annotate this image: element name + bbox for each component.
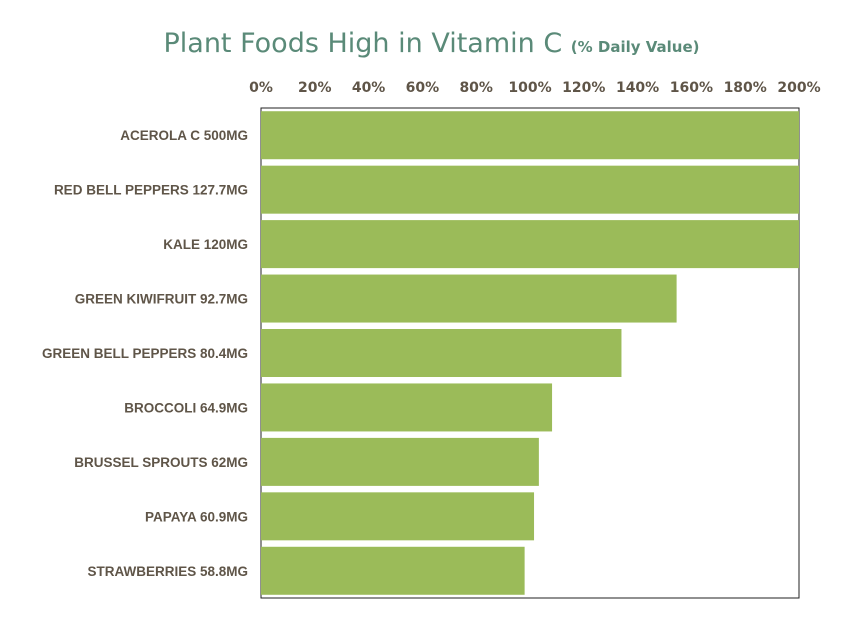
bar [261, 220, 799, 269]
x-tick-label: 60% [406, 80, 440, 96]
bar [261, 437, 539, 486]
x-tick-label: 140% [616, 80, 659, 96]
bar [261, 111, 799, 160]
bar [261, 274, 677, 323]
category-label: GREEN KIWIFRUIT 92.7MG [75, 292, 248, 307]
bar [261, 383, 553, 432]
category-label: BROCCOLI 64.9MG [124, 400, 248, 415]
category-label: GREEN BELL PEPPERS 80.4MG [42, 346, 248, 361]
x-tick-label: 100% [508, 80, 551, 96]
x-tick-label: 180% [724, 80, 767, 96]
bar [261, 165, 799, 214]
category-label: BRUSSEL SPROUTS 62MG [74, 455, 248, 470]
bar [261, 546, 525, 595]
chart-title: Plant Foods High in Vitamin C (% Daily V… [0, 28, 863, 59]
x-tick-label: 20% [298, 80, 332, 96]
x-tick-label: 200% [777, 80, 820, 96]
x-tick-label: 120% [562, 80, 605, 96]
x-tick-label: 160% [670, 80, 713, 96]
subtitle-text: (% Daily Value) [570, 38, 700, 56]
bar [261, 492, 535, 541]
category-label: PAPAYA 60.9MG [145, 509, 248, 524]
x-tick-label: 80% [459, 80, 493, 96]
category-label: STRAWBERRIES 58.8MG [87, 564, 248, 579]
bar [261, 329, 622, 377]
x-tick-label: 0% [249, 80, 273, 96]
category-label: KALE 120MG [163, 237, 248, 252]
x-tick-label: 40% [352, 80, 386, 96]
title-text: Plant Foods High in Vitamin C [163, 28, 563, 59]
category-label: RED BELL PEPPERS 127.7MG [54, 183, 248, 198]
category-label: ACEROLA C 500MG [120, 128, 248, 143]
